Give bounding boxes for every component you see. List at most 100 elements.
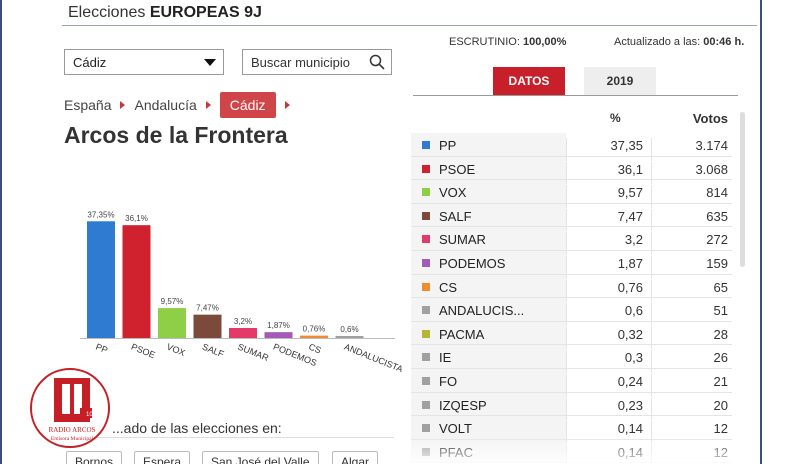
party-cell: SUMAR — [411, 227, 566, 250]
radio-arcos-logo-graphic: 107.8 RADIO ARCOS Emisora Municipal — [49, 378, 102, 442]
party-color-swatch — [422, 282, 430, 291]
table-row: PODEMOS 1,87 159 — [411, 250, 732, 279]
party-name: ANDALUCIS... — [439, 303, 525, 319]
breadcrumb-arrow-icon — [205, 101, 211, 109]
chart-category-label: PP — [94, 342, 109, 356]
chart-bar — [193, 314, 222, 338]
table-row: IZQESP 0,23 20 — [411, 392, 732, 421]
chart-category-label: VOX — [165, 342, 186, 358]
province-select-value: Cádiz — [73, 55, 107, 70]
chart-value-label: 37,35% — [87, 210, 114, 219]
party-cell: PP — [411, 133, 566, 156]
party-color-swatch — [422, 188, 430, 197]
table-row: VOX 9,57 814 — [411, 180, 732, 208]
chart-value-label: 36,1% — [125, 214, 148, 223]
party-percent: 37,35 — [566, 138, 643, 161]
table-row: SALF 7,47 635 — [411, 203, 732, 232]
tab-datos[interactable]: DATOS — [493, 67, 565, 95]
svg-text:107.8: 107.8 — [86, 412, 102, 418]
party-percent: 0,6 — [566, 303, 643, 326]
table-row: IE 0,3 26 — [411, 345, 732, 373]
radio-arcos-logo: 107.8 RADIO ARCOS Emisora Municipal — [30, 368, 110, 448]
results-in-label: ...ado de las elecciones en: — [112, 420, 282, 436]
party-cell: PODEMOS — [411, 250, 566, 274]
chart-category-label: PSOE — [130, 342, 157, 361]
chart-category-label: ANDALUCISTA — [343, 342, 405, 375]
party-color-swatch — [422, 424, 430, 433]
chart-value-label: 3,2% — [234, 317, 252, 326]
party-votes: 3.068 — [651, 161, 728, 185]
search-icon[interactable] — [369, 54, 385, 70]
table-row: PACMA 0,32 28 — [411, 321, 732, 350]
party-name: IE — [439, 350, 452, 366]
party-cell: PACMA — [411, 321, 566, 345]
party-votes: 28 — [651, 326, 728, 350]
breadcrumb-arrow-icon — [284, 101, 290, 109]
table-row: CS 0,76 65 — [411, 274, 732, 303]
party-name: PSOE — [439, 161, 476, 177]
tabs-divider — [413, 95, 738, 96]
party-votes: 3.174 — [651, 138, 728, 161]
party-color-swatch — [422, 235, 430, 244]
party-cell: IZQESP — [411, 392, 566, 416]
chart-bar — [300, 335, 328, 338]
divider — [62, 437, 394, 438]
chart-bar — [229, 328, 257, 338]
election-title-bold: EUROPEAS 9J — [149, 4, 262, 21]
table-row: PSOE 36,1 3.068 — [411, 156, 732, 185]
party-percent: 7,47 — [566, 208, 643, 232]
party-name: CS — [439, 279, 458, 295]
party-name: IZQESP — [439, 397, 487, 413]
party-percent: 0,76 — [566, 279, 643, 303]
party-cell: VOLT — [411, 416, 566, 439]
town-button-san-jose-del-valle[interactable]: San José del Valle — [202, 451, 319, 464]
party-percent: 0,32 — [566, 326, 643, 350]
breadcrumb-andalucia[interactable]: Andalucía — [134, 97, 197, 113]
town-button-espera[interactable]: Espera — [134, 451, 191, 464]
chart-value-label: 0,6% — [340, 325, 358, 334]
column-header-percent: % — [610, 111, 621, 125]
party-percent: 0,24 — [566, 373, 643, 397]
party-name: FO — [439, 373, 458, 389]
party-votes: 20 — [651, 397, 728, 421]
table-scrollbar[interactable] — [740, 112, 745, 267]
tab-2019[interactable]: 2019 — [584, 67, 656, 95]
party-votes: 635 — [651, 208, 728, 232]
svg-text:Emisora Municipal: Emisora Municipal — [51, 436, 94, 442]
chart-value-label: 7,47% — [196, 304, 219, 313]
party-percent: 0,23 — [566, 397, 643, 421]
party-color-swatch — [422, 306, 430, 315]
page-header: Elecciones EUROPEAS 9J — [62, 0, 757, 26]
party-percent: 9,57 — [566, 185, 643, 208]
party-name: VOLT — [439, 421, 472, 437]
page-title: Arcos de la Frontera — [64, 122, 288, 148]
party-name: PODEMOS — [439, 255, 506, 271]
table-row: PP 37,35 3.174 — [411, 133, 732, 161]
chart-bar — [158, 308, 186, 338]
party-cell: FO — [411, 368, 566, 392]
party-votes: 51 — [651, 303, 728, 326]
province-select[interactable]: Cádiz — [64, 49, 224, 75]
party-color-swatch — [422, 141, 430, 149]
party-name: VOX — [439, 185, 467, 201]
party-percent: 3,2 — [566, 232, 643, 255]
party-votes: 159 — [651, 255, 728, 279]
frame-border-right — [760, 0, 762, 464]
party-color-swatch — [422, 164, 430, 173]
party-cell: IE — [411, 345, 566, 368]
party-votes: 12 — [651, 421, 728, 444]
party-votes: 26 — [651, 350, 728, 373]
party-votes: 814 — [651, 185, 728, 208]
party-name: SALF — [439, 208, 472, 224]
party-color-swatch — [422, 211, 430, 220]
search-placeholder: Buscar municipio — [251, 55, 350, 70]
chart-value-label: 0,76% — [303, 325, 326, 334]
table-fade-overlay — [411, 436, 732, 464]
chart-value-label: 9,57% — [161, 297, 184, 306]
municipality-search-input[interactable]: Buscar municipio — [242, 49, 392, 75]
breadcrumb-spain[interactable]: España — [64, 97, 112, 113]
town-button-algar[interactable]: Algar — [332, 451, 379, 464]
party-color-swatch — [422, 353, 430, 362]
breadcrumb-cadiz[interactable]: Cádiz — [219, 92, 276, 118]
town-button-bornos[interactable]: Bornos — [66, 451, 123, 464]
